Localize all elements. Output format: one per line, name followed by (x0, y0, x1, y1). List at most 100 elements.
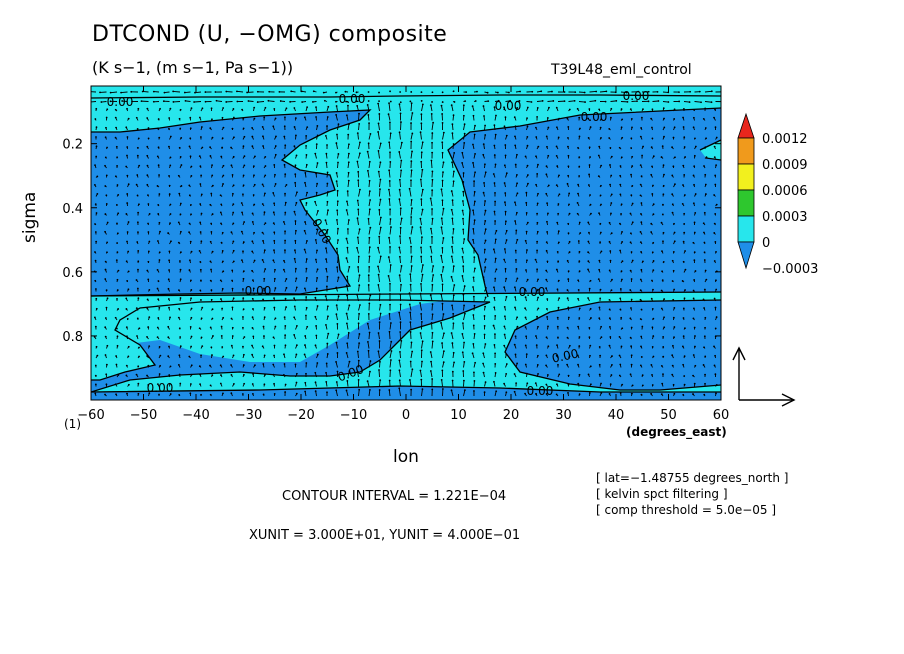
wind-vector-head (190, 289, 193, 291)
wind-vector-head (640, 393, 643, 396)
wind-vector (379, 143, 382, 150)
wind-vector-head (336, 247, 338, 250)
wind-vector-head (525, 269, 527, 271)
wind-vector-head (168, 174, 170, 177)
wind-vector-head (419, 292, 422, 295)
wind-vector-head (314, 238, 317, 241)
wind-vector-head (504, 116, 507, 119)
wind-vector-head (242, 316, 244, 318)
wind-vector-head (487, 100, 490, 103)
wind-vector-head (610, 107, 613, 110)
wind-vector-head (671, 146, 673, 149)
wind-vector-head (127, 288, 130, 291)
wind-vector-head (106, 221, 109, 224)
wind-vector (398, 151, 401, 159)
wind-vector (368, 161, 371, 169)
wind-vector-head (420, 255, 423, 258)
wind-vector-head (589, 365, 592, 368)
wind-vector-head (568, 355, 571, 358)
wind-vector-head (221, 346, 224, 348)
wind-vector-head (683, 355, 686, 358)
wind-vector-head (450, 104, 453, 107)
wind-vector-head (535, 392, 537, 395)
wind-vector-head (232, 354, 235, 357)
wind-vector-head (599, 297, 602, 300)
wind-vector-head (589, 126, 592, 128)
wind-vector-head (241, 108, 244, 111)
wind-vector-head (105, 203, 108, 205)
wind-vector (451, 133, 454, 140)
wind-vector-head (546, 315, 548, 318)
wind-vector-head (167, 232, 170, 234)
wind-vector (484, 229, 487, 235)
wind-vector-head (273, 164, 276, 166)
wind-vector-head (536, 230, 539, 233)
wind-vector-head (514, 144, 517, 147)
wind-vector-head (324, 219, 327, 222)
wind-vector-head (262, 298, 264, 301)
wind-vector-head (251, 344, 253, 347)
wind-vector-head (109, 100, 112, 103)
wind-vector-head (589, 156, 591, 158)
wind-vector-head (314, 200, 316, 203)
wind-vector-head (137, 297, 140, 300)
wind-vector-head (600, 136, 602, 139)
contour-line (91, 385, 721, 393)
wind-vector-head (278, 90, 281, 93)
wind-vector (683, 101, 690, 103)
wind-vector-head (263, 211, 266, 214)
wind-vector-head (420, 283, 422, 285)
wind-vector-head (284, 116, 286, 119)
wind-vector-head (713, 345, 715, 348)
wind-vector-head (168, 382, 171, 385)
wind-vector (389, 265, 392, 273)
wind-vector-head (179, 336, 182, 338)
wind-vector-head (713, 116, 715, 119)
wind-vector-head (326, 144, 328, 146)
wind-vector-head (484, 305, 486, 308)
wind-vector-head (524, 239, 527, 242)
wind-vector-head (493, 380, 495, 383)
wind-vector-head (576, 212, 579, 215)
x-tick-label: 30 (555, 408, 572, 423)
wind-vector-head (199, 183, 202, 185)
wind-vector-head (567, 125, 570, 128)
x-tick-label: 40 (608, 408, 625, 423)
wind-vector-head (188, 184, 191, 187)
wind-vector-head (536, 212, 539, 215)
wind-vector-head (463, 238, 466, 240)
wind-vector-head (126, 107, 128, 110)
wind-vector (379, 179, 381, 188)
wind-vector-head (650, 146, 653, 149)
wind-vector-head (683, 174, 686, 176)
wind-vector-head (618, 354, 621, 357)
wind-vector-head (389, 132, 392, 135)
wind-vector-head (198, 116, 201, 119)
wind-vector-head (126, 193, 129, 195)
wind-vector-head (177, 241, 180, 244)
wind-vector-head (621, 383, 624, 386)
wind-vector (357, 351, 359, 359)
wind-vector-head (230, 164, 233, 167)
wind-vector-head (378, 369, 380, 371)
wind-vector-head (661, 270, 663, 273)
wind-vector-head (608, 127, 611, 130)
wind-vector-head (368, 179, 371, 182)
wind-vector (442, 351, 445, 359)
wind-vector-head (588, 108, 591, 110)
wind-vector (379, 256, 382, 264)
wind-vector-head (474, 267, 476, 270)
wind-vector-head (125, 374, 128, 377)
wind-vector-head (146, 174, 149, 177)
wind-vector-head (293, 297, 295, 300)
wind-vector-head (115, 363, 118, 366)
wind-vector-head (267, 99, 270, 102)
wind-vector-head (398, 369, 401, 372)
wind-vector (451, 246, 454, 254)
wind-vector-head (461, 274, 464, 277)
wind-vector-head (284, 192, 286, 195)
wind-vector-head (303, 287, 306, 290)
wind-vector-head (619, 183, 622, 186)
wind-vector-head (135, 116, 138, 119)
wind-vector-head (327, 190, 329, 193)
